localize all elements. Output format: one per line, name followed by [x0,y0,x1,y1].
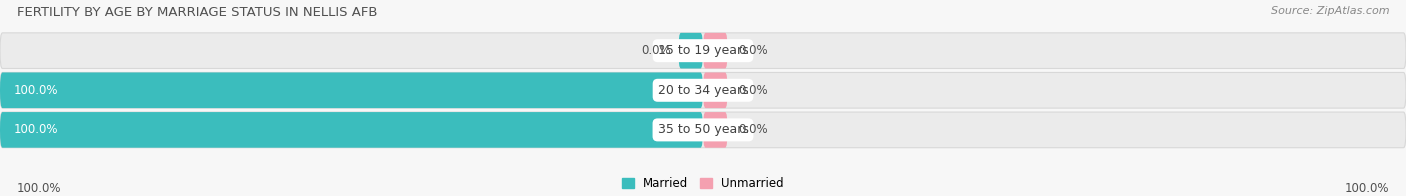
FancyBboxPatch shape [0,73,703,108]
FancyBboxPatch shape [678,33,703,68]
Text: 0.0%: 0.0% [738,123,768,136]
FancyBboxPatch shape [703,73,728,108]
Text: 100.0%: 100.0% [14,123,59,136]
Text: 100.0%: 100.0% [17,182,62,195]
FancyBboxPatch shape [703,33,728,68]
FancyBboxPatch shape [0,33,1406,68]
FancyBboxPatch shape [703,112,728,148]
Text: 0.0%: 0.0% [738,84,768,97]
Text: 0.0%: 0.0% [641,44,672,57]
Text: 100.0%: 100.0% [14,84,59,97]
Text: 35 to 50 years: 35 to 50 years [658,123,748,136]
Text: 100.0%: 100.0% [1344,182,1389,195]
FancyBboxPatch shape [0,73,1406,108]
Text: 0.0%: 0.0% [738,44,768,57]
Text: 15 to 19 years: 15 to 19 years [658,44,748,57]
Legend: Married, Unmarried: Married, Unmarried [621,177,785,190]
Text: 20 to 34 years: 20 to 34 years [658,84,748,97]
Text: FERTILITY BY AGE BY MARRIAGE STATUS IN NELLIS AFB: FERTILITY BY AGE BY MARRIAGE STATUS IN N… [17,6,377,19]
FancyBboxPatch shape [0,112,1406,148]
Text: Source: ZipAtlas.com: Source: ZipAtlas.com [1271,6,1389,16]
FancyBboxPatch shape [0,112,703,148]
